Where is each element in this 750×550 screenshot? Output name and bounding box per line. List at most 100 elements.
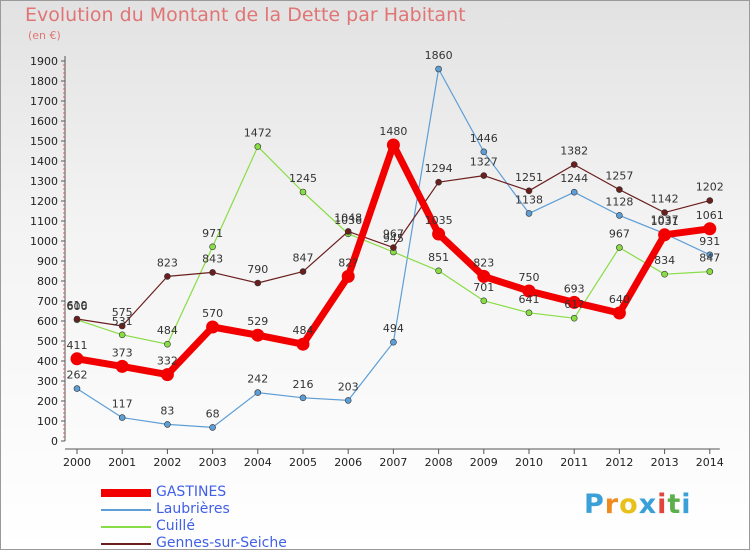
data-label: 1472 [244, 127, 272, 140]
x-tick-label: 2005 [289, 456, 317, 469]
data-point [706, 251, 714, 259]
x-tick-label: 2006 [334, 456, 362, 469]
data-label: 701 [473, 281, 494, 294]
data-point [435, 178, 442, 186]
x-tick-label: 2011 [560, 456, 588, 469]
x-tick-label: 2008 [425, 456, 453, 469]
data-point [254, 279, 262, 287]
y-tick-label: 1400 [30, 155, 58, 168]
data-point [525, 309, 533, 317]
data-label: 1061 [696, 209, 724, 222]
data-label: 823 [473, 256, 494, 269]
data-point [206, 320, 220, 334]
data-point [477, 269, 491, 283]
data-label: 693 [564, 282, 585, 295]
legend-label: Gennes-sur-Seiche [156, 535, 287, 550]
data-point [164, 421, 171, 428]
legend-swatch [101, 526, 151, 528]
data-point [344, 228, 352, 235]
y-tick-label: 400 [37, 355, 58, 368]
data-label: 843 [202, 252, 223, 265]
y-tick-label: 1200 [30, 195, 58, 208]
data-label: 411 [67, 339, 88, 352]
data-label: 203 [338, 380, 359, 393]
data-point [70, 352, 84, 366]
data-label: 1202 [696, 181, 724, 194]
data-label: 1128 [605, 195, 633, 208]
data-point [254, 143, 262, 150]
data-label: 641 [519, 293, 540, 306]
y-tick-label: 1100 [30, 215, 58, 228]
data-label: 242 [247, 373, 268, 386]
x-tick-label: 2003 [199, 456, 227, 469]
chart-title: Evolution du Montant de la Dette par Hab… [25, 4, 466, 26]
logo-letter: o [619, 489, 639, 520]
data-point [118, 322, 126, 330]
data-label: 610 [67, 299, 88, 312]
x-tick-label: 2010 [515, 456, 543, 469]
data-label: 484 [293, 324, 314, 337]
x-tick-label: 2004 [244, 456, 272, 469]
data-point [616, 186, 623, 193]
proxiti-logo: Proxiti [584, 489, 692, 520]
data-label: 931 [699, 235, 720, 248]
y-tick-label: 1600 [30, 115, 58, 128]
data-point [525, 187, 533, 195]
data-label: 1142 [651, 193, 679, 206]
y-tick-label: 0 [51, 435, 58, 448]
data-label: 68 [206, 407, 220, 420]
y-tick-label: 900 [37, 255, 58, 268]
data-label: 61? [564, 298, 584, 311]
data-point [390, 338, 397, 346]
logo-letter: P [584, 489, 605, 520]
x-tick-label: 2007 [379, 456, 407, 469]
data-point [299, 268, 307, 275]
data-label: 1244 [560, 172, 588, 185]
data-point [118, 414, 126, 421]
data-label: 1860 [425, 49, 453, 62]
data-point [115, 359, 129, 373]
data-label: 1036 [334, 214, 362, 227]
y-tick-label: 600 [37, 315, 58, 328]
data-point [616, 244, 623, 251]
legend-label: Cuillé [156, 518, 195, 534]
data-point [251, 328, 265, 342]
data-point [254, 389, 262, 396]
logo-letter: r [604, 489, 620, 520]
data-point [341, 269, 355, 283]
y-tick-label: 100 [37, 415, 58, 428]
data-point [525, 210, 533, 217]
data-label: 82? [338, 256, 358, 269]
x-tick-label: 2009 [470, 456, 498, 469]
data-point [164, 340, 171, 348]
legend-swatch [101, 509, 151, 511]
data-label: 834 [654, 254, 675, 267]
data-label: 1382 [560, 145, 588, 158]
x-tick-label: 2002 [153, 456, 181, 469]
x-tick-label: 2000 [63, 456, 91, 469]
data-label: 790 [247, 263, 268, 276]
y-tick-label: 1500 [30, 135, 58, 148]
data-point [344, 397, 352, 404]
data-point [567, 295, 581, 309]
data-point [522, 284, 536, 298]
y-tick-label: 300 [37, 375, 58, 388]
data-label: 1031 [651, 215, 679, 228]
data-point [480, 297, 488, 305]
y-tick-label: 700 [37, 295, 58, 308]
y-tick-label: 1700 [30, 95, 58, 108]
data-point [435, 65, 442, 73]
data-point [73, 385, 81, 392]
data-point [209, 424, 216, 431]
x-tick-label: 2012 [605, 456, 633, 469]
legend-swatch [101, 543, 151, 545]
data-label: 1257 [605, 170, 633, 183]
y-tick-label: 800 [37, 275, 58, 288]
data-label: 967 [609, 228, 630, 241]
y-tick-label: 200 [37, 395, 58, 408]
data-point [480, 148, 488, 156]
data-label: 373 [112, 346, 133, 359]
data-point [299, 188, 307, 196]
data-point [209, 269, 216, 276]
